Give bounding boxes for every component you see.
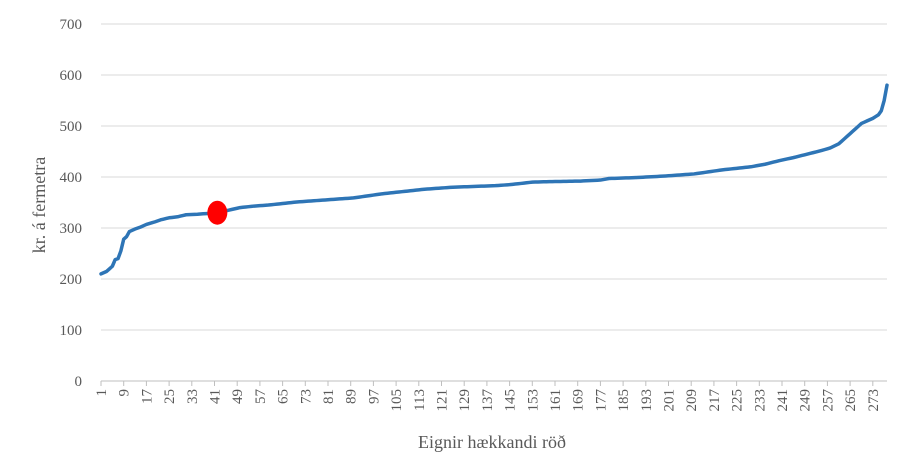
x-tick-label: 233 [752, 389, 768, 412]
x-tick-label: 129 [457, 389, 473, 412]
x-tick-label: 217 [707, 389, 723, 412]
y-tick-label: 500 [60, 119, 83, 135]
x-tick-label: 257 [820, 389, 836, 412]
x-tick-label: 97 [366, 389, 382, 405]
highlight-point [207, 200, 228, 225]
x-tick-label: 137 [480, 389, 496, 412]
x-tick-label: 41 [208, 389, 224, 404]
x-tick-label: 209 [684, 389, 700, 412]
gridlines [101, 23, 887, 331]
series-line [99, 83, 889, 276]
x-tick-label: 49 [230, 389, 246, 404]
y-tick-label: 300 [60, 221, 83, 237]
x-tick-label: 9 [117, 389, 133, 397]
x-tick-label: 81 [321, 389, 337, 404]
x-tick-label: 177 [593, 389, 609, 412]
x-tick-label: 169 [571, 389, 587, 412]
y-tick-label: 400 [60, 170, 83, 186]
series-layer [99, 83, 889, 276]
x-tick-label: 25 [162, 389, 178, 404]
x-tick-label: 153 [525, 389, 541, 412]
x-tick-label: 273 [866, 389, 882, 412]
x-tick-label: 161 [548, 389, 564, 412]
x-tick-label: 33 [185, 389, 201, 404]
x-tick-label: 241 [775, 389, 791, 412]
y-tick-label: 700 [60, 17, 83, 33]
x-tick-label: 185 [616, 389, 632, 412]
x-tick-label: 89 [344, 389, 360, 404]
x-tick-label: 57 [253, 389, 269, 405]
x-tick-label: 113 [412, 389, 428, 411]
x-tick-label: 17 [139, 389, 155, 405]
x-tick-label: 225 [730, 389, 746, 412]
x-tick-label: 249 [798, 389, 814, 412]
x-tick-label: 201 [662, 389, 678, 412]
x-axis-title: Eignir hækkandi röð [418, 432, 566, 452]
y-tick-label: 0 [75, 374, 83, 390]
y-tick-label: 200 [60, 272, 83, 288]
x-axis-ticks: 1 9 17 25 33 41 49 57 65 73 81 89 97 105 113 121 129 137 1… [94, 381, 882, 412]
x-tick-label: 145 [503, 389, 519, 412]
x-tick-label: 65 [276, 389, 292, 404]
x-tick-label: 121 [435, 389, 451, 412]
y-tick-label: 100 [60, 323, 83, 339]
x-tick-label: 1 [94, 389, 110, 397]
x-tick-label: 265 [843, 389, 859, 412]
y-axis-ticks: 0 100 200 300 400 500 600 700 [60, 17, 83, 390]
y-axis-title: kr. á fermetra [29, 157, 49, 253]
x-tick-label: 105 [389, 389, 405, 412]
x-tick-label: 73 [298, 389, 314, 404]
x-tick-label: 193 [639, 389, 655, 412]
y-tick-label: 600 [60, 68, 83, 84]
